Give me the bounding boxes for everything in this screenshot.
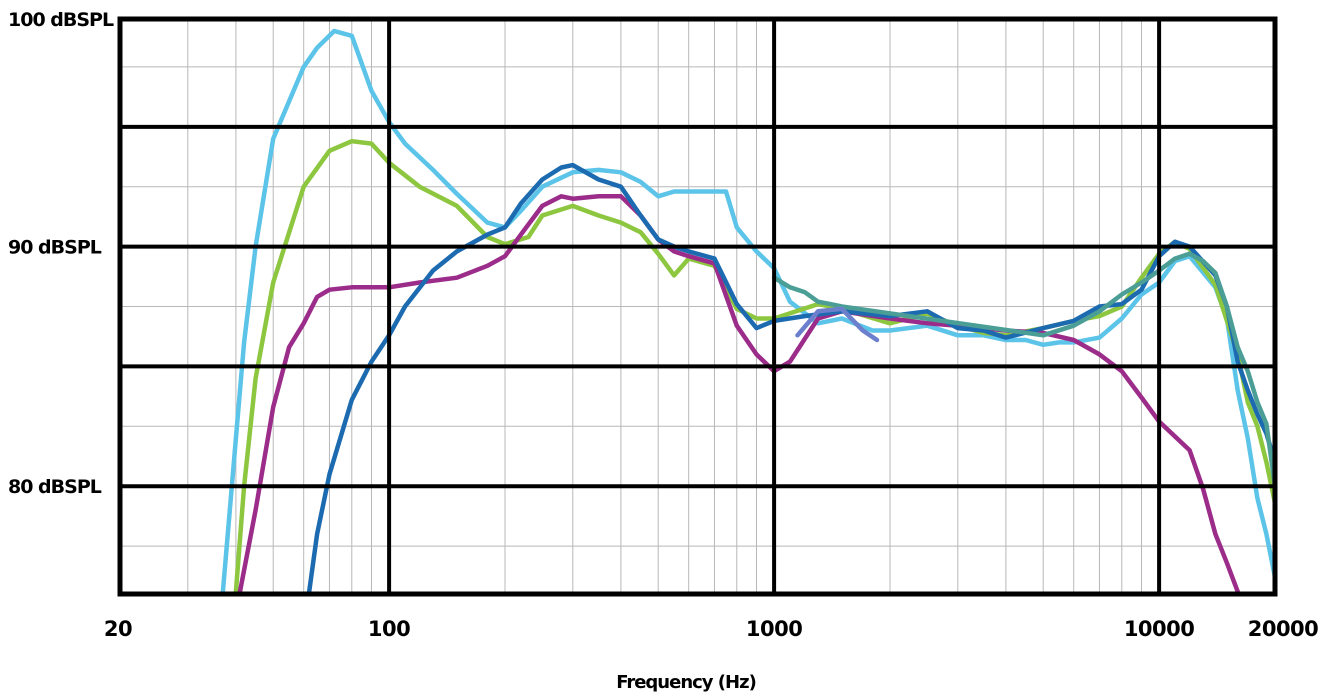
series-line-4 xyxy=(306,162,1278,594)
y-tick-label: 100 dBSPL xyxy=(8,9,114,31)
x-tick-label: 10000 xyxy=(1124,617,1195,641)
x-tick-label: 20000 xyxy=(1248,617,1319,641)
x-tick-labels: 20 100 1000 10000 20000 xyxy=(104,617,1319,641)
y-tick-label: 80 dBSPL xyxy=(8,476,102,498)
series-lines xyxy=(220,28,1278,594)
x-tick-label: 100 xyxy=(368,617,410,641)
x-tick-label: 20 xyxy=(104,617,132,641)
series-line-5 xyxy=(771,251,1278,489)
x-axis-label: Frequency (Hz) xyxy=(616,672,756,693)
plot-frame xyxy=(117,16,1278,597)
y-tick-labels: 80 dBSPL 90 dBSPL 100 dBSPL xyxy=(8,9,115,498)
series-line-6 xyxy=(795,306,880,343)
y-tick-label: 90 dBSPL xyxy=(8,237,102,259)
plot-border xyxy=(117,16,1278,597)
series-line-1 xyxy=(220,28,1278,594)
x-tick-label: 1000 xyxy=(746,617,802,641)
